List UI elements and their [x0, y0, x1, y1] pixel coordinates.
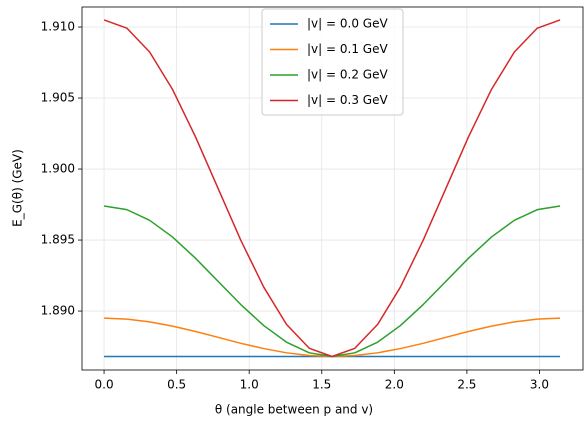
data-line	[103, 19, 561, 358]
x-tick-label: 0.5	[167, 378, 186, 392]
y-tick-label: 1.900	[41, 162, 75, 176]
legend-label: |v| = 0.0 GeV	[307, 17, 388, 31]
y-tick-label: 1.910	[41, 20, 75, 34]
x-axis-label: θ (angle between p and v)	[215, 403, 373, 417]
x-tick-label: 2.0	[385, 378, 404, 392]
y-tick-label: 1.895	[41, 233, 75, 247]
x-tick-label: 1.5	[312, 378, 331, 392]
x-tick-label: 3.0	[530, 378, 549, 392]
legend-label: |v| = 0.2 GeV	[307, 68, 388, 82]
legend-label: |v| = 0.3 GeV	[307, 93, 388, 107]
legend-label: |v| = 0.1 GeV	[307, 42, 388, 56]
data-line	[103, 205, 561, 358]
x-tick-label: 0.0	[95, 378, 114, 392]
plot-frame	[81, 6, 584, 371]
x-tick-label: 2.5	[457, 378, 476, 392]
x-tick-label: 1.0	[240, 378, 259, 392]
data-line	[104, 317, 561, 358]
y-tick-label: 1.890	[41, 304, 75, 318]
legend-box	[261, 8, 404, 116]
y-axis-label: E_G(θ) (GeV)	[11, 149, 25, 227]
y-tick-label: 1.905	[41, 91, 75, 105]
